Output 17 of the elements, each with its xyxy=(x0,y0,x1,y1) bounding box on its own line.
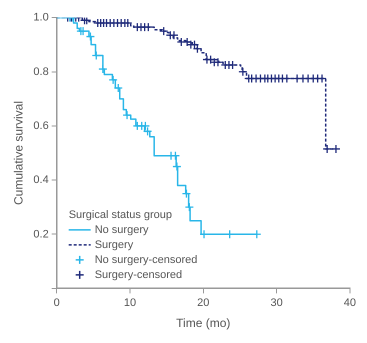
y-axis-title: Cumulative survival xyxy=(12,100,26,206)
x-axis-title: Time (mo) xyxy=(176,316,230,330)
y-tick-label: 0.8 xyxy=(33,66,49,78)
y-tick-label: 0.6 xyxy=(33,120,49,132)
legend-label: Surgery xyxy=(94,238,134,251)
y-tick-label: 0.2 xyxy=(33,228,49,240)
y-tick-label: 1.0 xyxy=(33,12,49,24)
legend-label: No surgery xyxy=(94,224,149,236)
y-tick-label: 0.4 xyxy=(33,174,49,186)
legend-label: No surgery-censored xyxy=(94,254,198,266)
x-tick-label: 10 xyxy=(124,297,136,310)
x-tick-label: 20 xyxy=(197,297,210,310)
x-tick-label: 40 xyxy=(344,297,356,310)
x-tick-label: 30 xyxy=(270,297,283,310)
x-tick-label: 0 xyxy=(54,297,60,310)
legend-label: Surgery-censored xyxy=(94,268,182,281)
legend-title: Surgical status group xyxy=(68,208,172,221)
